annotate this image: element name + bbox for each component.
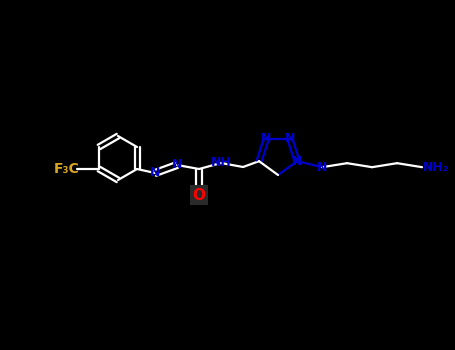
Text: N: N [317,161,327,174]
Text: F₃C: F₃C [54,162,80,176]
Text: N: N [285,132,295,145]
Text: N: N [292,155,302,168]
Text: N: N [150,167,160,180]
Text: NH: NH [211,156,232,169]
Text: NH₂: NH₂ [423,161,449,174]
Text: O: O [192,188,206,203]
Text: N: N [172,159,182,172]
Text: N: N [261,132,272,145]
